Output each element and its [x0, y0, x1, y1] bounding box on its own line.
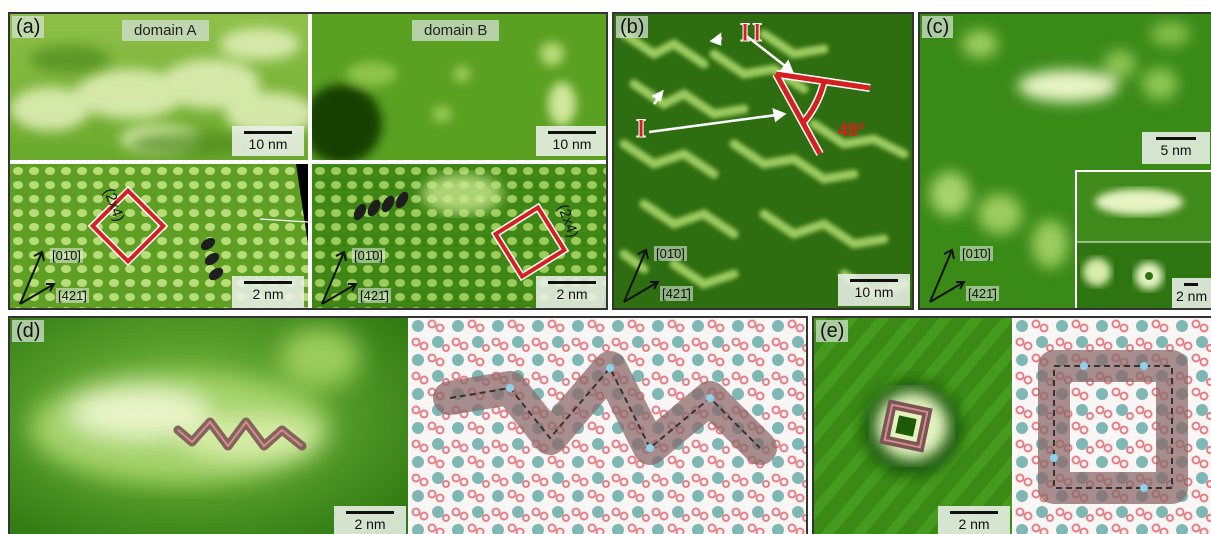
scale-bar-a-bottom-left: 2 nm	[232, 276, 304, 308]
scale-bar-a-top-left: 10 nm	[232, 126, 304, 156]
scale-bar-c: 5 nm	[1142, 132, 1210, 164]
stm-image-e	[814, 318, 1012, 534]
scale-bar-b: 10 nm	[838, 274, 910, 306]
scale-bar-c-inset: 2 nm	[1172, 278, 1211, 308]
axis-label-421: [421̄]	[358, 288, 391, 303]
crystal-axes-a-left: [01̄0] [421̄]	[12, 242, 112, 308]
scale-bar-d: 2 nm	[334, 506, 406, 534]
axis-label-421: [421̄]	[56, 288, 89, 303]
scale-bar-e: 2 nm	[938, 506, 1010, 534]
panel-e: (e) 2 nm	[812, 316, 1211, 534]
molecular-model-e	[1014, 318, 1211, 534]
axis-label-010: [01̄0]	[960, 246, 993, 261]
axis-label-010: [01̄0]	[50, 248, 83, 263]
mark-I: I	[635, 114, 647, 144]
crystal-axes-c: [01̄0] [421̄]	[922, 240, 1022, 308]
panel-letter-b: (b)	[616, 16, 649, 38]
axis-label-010: [01̄0]	[352, 248, 385, 263]
panel-letter-e: (e)	[816, 320, 849, 342]
axis-label-421: [421̄]	[660, 286, 693, 301]
molecular-model-d	[410, 318, 806, 534]
axis-label-421: [421̄]	[966, 286, 999, 301]
stm-image-d	[10, 318, 408, 534]
panel-letter-d: (d)	[12, 320, 45, 342]
panel-letter-a: (a)	[12, 16, 45, 38]
mark-II: II	[739, 18, 765, 48]
panel-a: (2x4) (2x4)	[8, 12, 608, 310]
panel-c: (c) 5 nm 2 nm [01̄0] [421̄]	[918, 12, 1211, 310]
angle-label: 49°	[838, 120, 866, 140]
panel-d: (d) 2 nm	[8, 316, 808, 534]
panel-b: (b) I II 49° 10 nm [01̄0] [421̄]	[612, 12, 914, 310]
domain-a-label: domain A	[122, 20, 209, 41]
domain-b-label: domain B	[412, 20, 500, 41]
panel-letter-c: (c)	[922, 16, 954, 38]
axis-label-010: [01̄0]	[654, 246, 687, 261]
scale-bar-a-bottom-right: 2 nm	[536, 276, 606, 308]
scale-bar-a-top-right: 10 nm	[536, 126, 606, 156]
crystal-axes-a-right: [01̄0] [421̄]	[314, 242, 414, 308]
crystal-axes-b: [01̄0] [421̄]	[616, 240, 716, 308]
